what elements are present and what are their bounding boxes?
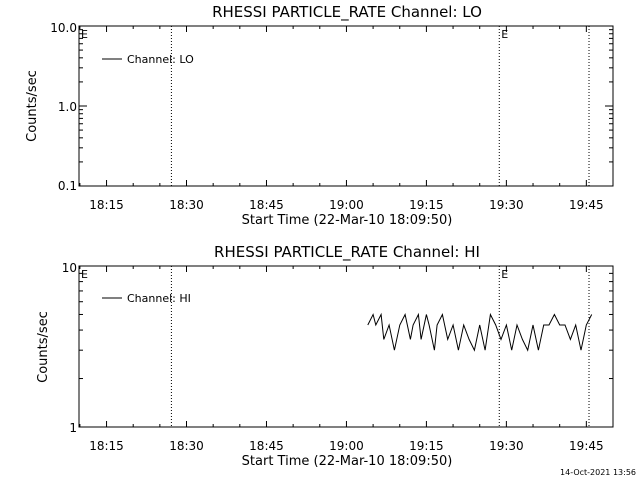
x-tick-label: 18:15 <box>89 198 124 212</box>
chart-title: RHESSI PARTICLE_RATE Channel: HI <box>214 243 480 262</box>
series-line <box>367 312 593 352</box>
y-tick-label: 1 <box>69 421 77 435</box>
x-tick-label: 19:30 <box>489 439 524 453</box>
x-tick-label: 18:45 <box>249 439 284 453</box>
chart-panel-hi: RHESSI PARTICLE_RATE Channel: HI Counts/… <box>36 243 614 469</box>
x-tick-label: 19:30 <box>489 198 524 212</box>
x-tick-label: 19:45 <box>569 198 604 212</box>
y-tick-label: 10 <box>62 261 77 275</box>
x-tick-label: 19:00 <box>329 198 364 212</box>
x-tick-label: 18:45 <box>249 198 284 212</box>
event-marker: E <box>81 28 88 41</box>
x-axis-label: Start Time (22-Mar-10 18:09:50) <box>242 454 453 469</box>
event-marker: E <box>501 268 508 281</box>
y-minor-tick-group <box>79 272 613 428</box>
y-minor-tick-group <box>79 29 613 187</box>
legend-entry: Channel: HI <box>127 292 191 305</box>
x-tick-label: 18:15 <box>89 439 124 453</box>
y-axis-label: Counts/sec <box>36 311 51 383</box>
timestamp: 14-Oct-2021 13:56 <box>560 468 636 477</box>
x-axis-label: Start Time (22-Mar-10 18:09:50) <box>242 213 453 228</box>
series-hi <box>367 312 593 352</box>
event-marker: E <box>501 28 508 41</box>
chart-panel-lo: RHESSI PARTICLE_RATE Channel: LO Counts/… <box>25 3 614 228</box>
x-tick-label: 19:15 <box>409 439 444 453</box>
x-tick-label: 18:30 <box>169 198 204 212</box>
plot-frame <box>78 25 614 187</box>
y-axis-label: Counts/sec <box>25 70 40 142</box>
x-tick-label: 19:15 <box>409 198 444 212</box>
y-tick-label: 0.1 <box>58 179 77 193</box>
vertical-lines <box>170 26 590 186</box>
x-tick-group: 18:15 18:30 18:45 19:00 19:15 19:30 19:45 <box>79 266 614 453</box>
x-tick-label: 18:30 <box>169 439 204 453</box>
chart-title: RHESSI PARTICLE_RATE Channel: LO <box>212 3 482 22</box>
y-tick-label: 10.0 <box>50 21 77 35</box>
x-tick-label: 19:45 <box>569 439 604 453</box>
event-marker: E <box>81 268 88 281</box>
y-tick-label: 1.0 <box>58 100 77 114</box>
plot-frame <box>78 265 614 428</box>
x-tick-label: 19:00 <box>329 439 364 453</box>
x-tick-group: 18:15 18:30 18:45 19:00 19:15 19:30 19:45 <box>79 26 614 212</box>
legend-entry: Channel: LO <box>127 53 194 66</box>
